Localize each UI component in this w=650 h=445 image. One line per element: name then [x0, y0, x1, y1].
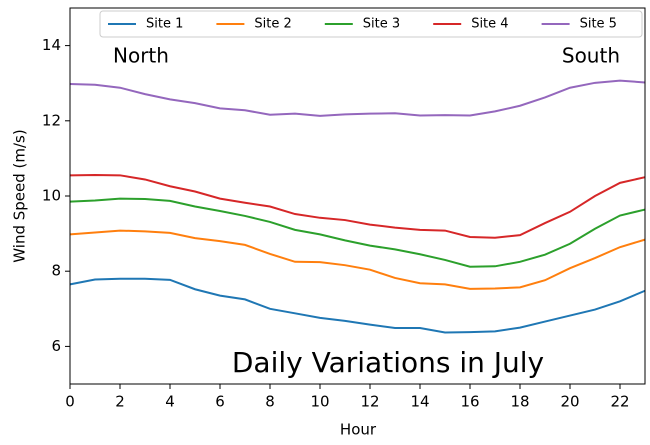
x-tick-label: 8	[265, 393, 275, 411]
x-tick-label: 20	[560, 393, 579, 411]
annotation: Daily Variations in July	[232, 346, 544, 379]
x-tick-label: 16	[460, 393, 479, 411]
series-line	[69, 277, 646, 334]
legend-label: Site 2	[254, 17, 291, 32]
legend-label: Site 5	[580, 17, 617, 32]
x-tick-label: 6	[215, 393, 225, 411]
x-tick-label: 4	[165, 393, 175, 411]
series-line	[69, 173, 646, 239]
x-tick-label: 14	[410, 393, 429, 411]
x-tick-label: 10	[310, 393, 329, 411]
series-line	[69, 79, 646, 117]
y-tick-label: 6	[51, 337, 61, 355]
x-tick-label: 2	[115, 393, 125, 411]
legend-box	[99, 10, 643, 38]
annotation: South	[562, 44, 620, 68]
x-tick-label: 22	[610, 393, 629, 411]
series-line	[69, 229, 646, 290]
y-tick-label: 14	[42, 36, 61, 54]
x-axis-label: Hour	[340, 421, 377, 439]
y-tick-label: 8	[51, 262, 61, 280]
annotation: North	[113, 44, 169, 68]
x-tick-label: 0	[65, 393, 75, 411]
legend-label: Site 4	[471, 17, 508, 32]
y-axis-label: Wind Speed (m/s)	[11, 129, 29, 262]
legend-label: Site 3	[363, 17, 400, 32]
plot-frame	[69, 7, 646, 385]
y-tick-label: 10	[42, 187, 61, 205]
y-tick-label: 12	[42, 111, 61, 129]
x-tick-label: 12	[360, 393, 379, 411]
legend-label: Site 1	[146, 17, 183, 32]
x-tick-label: 18	[510, 393, 529, 411]
series-line	[69, 197, 646, 268]
